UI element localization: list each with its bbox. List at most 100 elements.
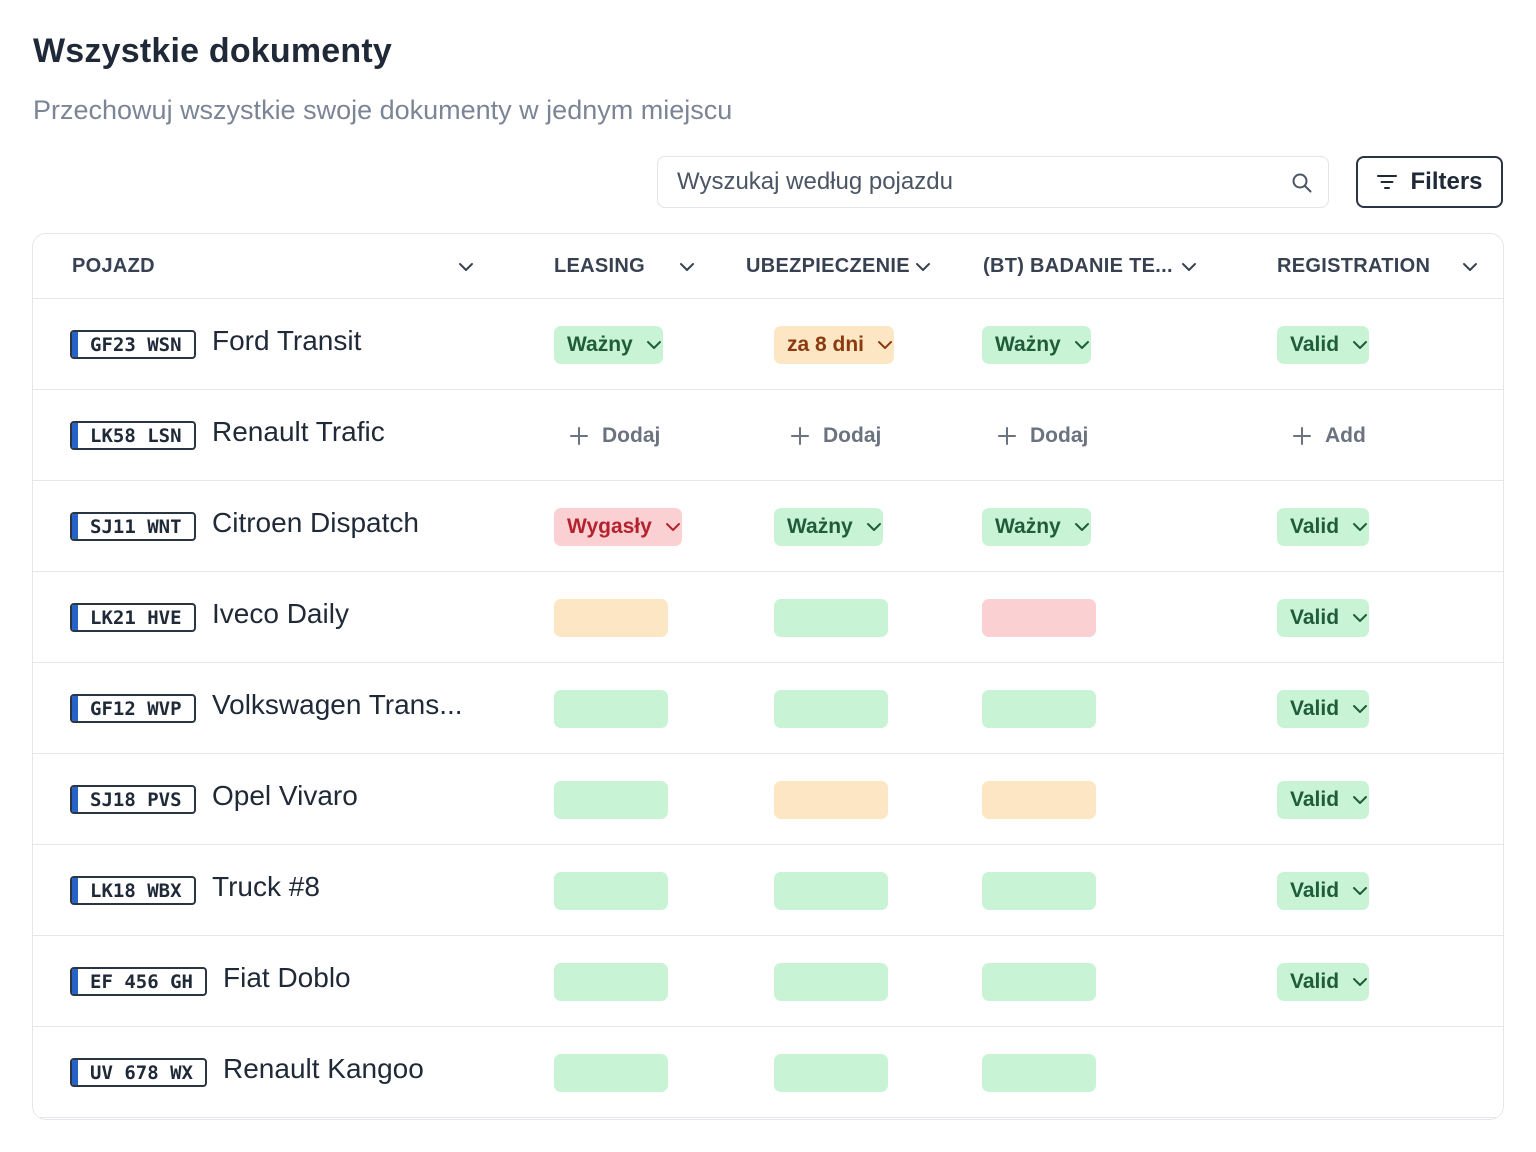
search-icon[interactable] (1290, 171, 1314, 195)
add-document-button-leasing[interactable]: Dodaj (569, 420, 660, 452)
chevron-down-icon (1353, 614, 1368, 622)
status-pill-badanie[interactable] (982, 599, 1096, 637)
table-row: GF23 WSN Ford Transit Ważny za 8 dni Ważny Va… (33, 299, 1503, 390)
add-label: Dodaj (823, 424, 882, 447)
status-pill-badanie[interactable]: Ważny (982, 326, 1091, 364)
status-pill-leasing[interactable] (554, 963, 668, 1001)
status-pill-leasing[interactable] (554, 781, 668, 819)
vehicle-name[interactable]: Volkswagen Trans... (212, 689, 463, 720)
plate-stripe (72, 423, 78, 448)
status-pill-ubezpieczenie[interactable] (774, 1054, 888, 1092)
status-pill-badanie[interactable] (982, 1054, 1096, 1092)
status-pill-leasing[interactable] (554, 690, 668, 728)
plate-stripe (72, 605, 78, 630)
plate-stripe (72, 969, 78, 994)
status-pill-ubezpieczenie[interactable] (774, 963, 888, 1001)
chevron-down-icon[interactable] (1461, 258, 1479, 276)
status-pill-leasing[interactable] (554, 872, 668, 910)
vehicle-name[interactable]: Ford Transit (212, 325, 362, 356)
vehicle-name[interactable]: Citroen Dispatch (212, 507, 419, 538)
plate-number: SJ11 WNT (90, 515, 182, 538)
plate-number: EF 456 GH (90, 970, 193, 993)
search-input[interactable] (658, 157, 1268, 207)
status-pill-badanie[interactable] (982, 690, 1096, 728)
status-label: Valid (1290, 970, 1340, 993)
chevron-down-icon[interactable] (1180, 258, 1198, 276)
filter-icon (1377, 175, 1398, 189)
status-label: Valid (1290, 606, 1340, 629)
documents-table: POJAZD LEASING UBEZPIECZENIE (BT) BADANI… (32, 233, 1504, 1120)
status-pill-registration[interactable]: Valid (1277, 599, 1370, 637)
status-pill-leasing[interactable]: Ważny (554, 326, 663, 364)
status-pill-ubezpieczenie[interactable] (774, 599, 888, 637)
status-pill-badanie[interactable] (982, 872, 1096, 910)
plate-number: LK18 WBX (90, 879, 182, 902)
column-header-pojazd[interactable]: POJAZD (72, 254, 155, 277)
plate-number: UV 678 WX (90, 1061, 193, 1084)
vehicle-name[interactable]: Opel Vivaro (212, 780, 358, 811)
status-pill-registration[interactable]: Valid (1277, 963, 1370, 1001)
column-header-leasing[interactable]: LEASING (554, 254, 645, 277)
chevron-down-icon (1353, 796, 1368, 804)
status-label: Ważny (995, 333, 1061, 356)
vehicle-name[interactable]: Renault Trafic (212, 416, 385, 447)
status-pill-registration[interactable]: Valid (1277, 872, 1370, 910)
add-document-button-badanie[interactable]: Dodaj (997, 420, 1088, 452)
plus-icon (1293, 427, 1311, 445)
chevron-down-icon (866, 523, 881, 531)
chevron-down-icon[interactable] (914, 258, 932, 276)
add-document-button-registration[interactable]: Add (1292, 420, 1366, 452)
add-document-button-ubezpieczenie[interactable]: Dodaj (790, 420, 881, 452)
chevron-down-icon[interactable] (457, 258, 475, 276)
add-label: Add (1325, 424, 1366, 447)
status-pill-leasing[interactable]: Wygasły (554, 508, 682, 546)
chevron-down-icon (646, 341, 661, 349)
column-header-ubezpieczenie[interactable]: UBEZPIECZENIE (746, 254, 910, 277)
status-label: Valid (1290, 697, 1340, 720)
status-pill-badanie[interactable]: Ważny (982, 508, 1091, 546)
status-label: Valid (1290, 333, 1340, 356)
vehicle-name[interactable]: Iveco Daily (212, 598, 349, 629)
filters-button[interactable]: Filters (1356, 156, 1503, 208)
add-label: Dodaj (1030, 424, 1089, 447)
status-pill-leasing[interactable] (554, 599, 668, 637)
status-pill-registration[interactable]: Valid (1277, 508, 1370, 546)
vehicle-name[interactable]: Renault Kangoo (223, 1053, 424, 1084)
status-pill-badanie[interactable] (982, 781, 1096, 819)
status-pill-ubezpieczenie[interactable] (774, 872, 888, 910)
status-pill-ubezpieczenie[interactable] (774, 690, 888, 728)
license-plate: LK18 WBX (70, 876, 196, 905)
plus-icon (791, 427, 809, 445)
chevron-down-icon (665, 523, 680, 531)
status-label: Ważny (995, 515, 1061, 538)
chevron-down-icon[interactable] (678, 258, 696, 276)
status-pill-registration[interactable]: Valid (1277, 326, 1370, 364)
status-pill-registration[interactable]: Valid (1277, 781, 1370, 819)
column-header-registration[interactable]: REGISTRATION (1277, 254, 1431, 277)
add-label: Dodaj (602, 424, 661, 447)
status-pill-leasing[interactable] (554, 1054, 668, 1092)
search-box[interactable] (657, 156, 1329, 208)
license-plate: SJ18 PVS (70, 785, 196, 814)
filters-label: Filters (1410, 168, 1483, 195)
status-pill-ubezpieczenie[interactable]: Ważny (774, 508, 883, 546)
status-pill-registration[interactable]: Valid (1277, 690, 1370, 728)
status-label: Ważny (567, 333, 633, 356)
license-plate: LK21 HVE (70, 603, 196, 632)
status-pill-badanie[interactable] (982, 963, 1096, 1001)
vehicle-name[interactable]: Truck #8 (212, 871, 320, 902)
license-plate: EF 456 GH (70, 967, 207, 996)
license-plate: SJ11 WNT (70, 512, 196, 541)
chevron-down-icon (1353, 341, 1368, 349)
status-pill-ubezpieczenie[interactable] (774, 781, 888, 819)
vehicle-name[interactable]: Fiat Doblo (223, 962, 351, 993)
table-row: SJ18 PVS Opel Vivaro Valid (33, 754, 1503, 845)
table-row: LK58 LSN Renault Trafic Dodaj Dodaj Dodaj Add (33, 390, 1503, 481)
status-pill-ubezpieczenie[interactable]: za 8 dni (774, 326, 895, 364)
table-row: EF 456 GH Fiat Doblo Valid (33, 936, 1503, 1027)
column-header-badanie[interactable]: (BT) BADANIE TE... (983, 254, 1173, 277)
license-plate: UV 678 WX (70, 1058, 207, 1087)
plate-stripe (72, 332, 78, 357)
status-label: Valid (1290, 515, 1340, 538)
chevron-down-icon (1074, 341, 1089, 349)
